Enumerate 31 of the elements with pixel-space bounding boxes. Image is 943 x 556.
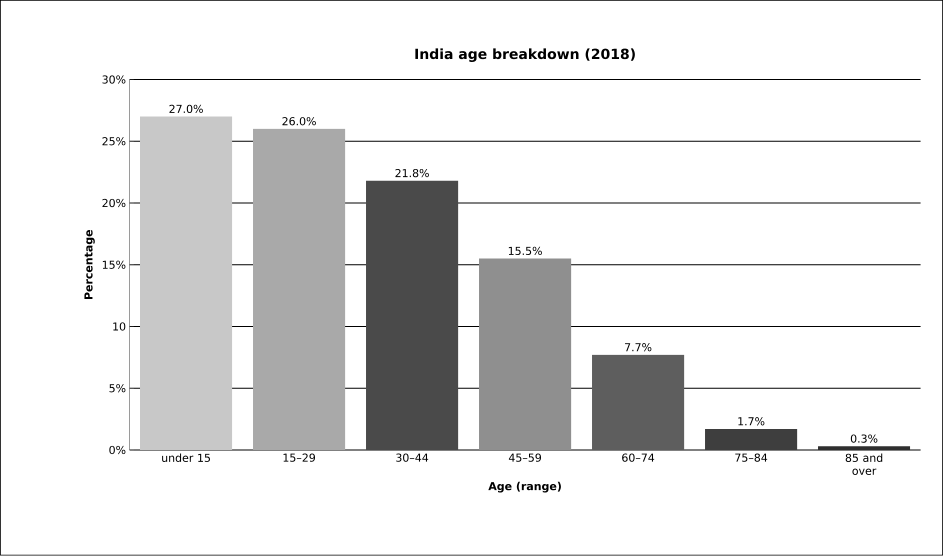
y-tick-label: 30% — [102, 76, 126, 84]
bar — [592, 355, 684, 450]
data-label: 1.7% — [738, 417, 764, 426]
bar — [705, 429, 798, 450]
data-label: 26.0% — [282, 117, 316, 126]
x-tick-label: 45–59 — [508, 454, 542, 462]
data-label: 27.0% — [169, 104, 203, 114]
x-tick-label: 30–44 — [396, 454, 428, 462]
data-label: 21.8% — [395, 169, 429, 178]
y-tick-label: 5% — [109, 384, 126, 393]
y-tick-label: 25% — [102, 137, 126, 146]
y-tick-label: 15% — [102, 260, 126, 270]
data-label: 7.7% — [625, 343, 652, 352]
x-tick-label: 85 and over — [846, 454, 882, 476]
bar — [366, 181, 458, 450]
x-tick-label: 60–74 — [622, 454, 654, 462]
x-tick-label: under 15 — [162, 454, 210, 462]
y-tick-label: 20% — [102, 199, 126, 208]
chart-title: India age breakdown (2018) — [415, 48, 635, 62]
y-tick-label: 10 — [113, 322, 126, 331]
bar — [253, 129, 346, 450]
x-axis-title: Age (range) — [488, 482, 561, 493]
y-axis-title: Percentage — [84, 230, 95, 300]
data-label: 0.3% — [850, 434, 878, 443]
x-tick-label: 15–29 — [284, 454, 315, 462]
data-label: 15.5% — [508, 246, 542, 256]
bar — [140, 116, 232, 450]
bar — [818, 446, 910, 450]
x-tick-label: 75–84 — [735, 454, 768, 462]
bar — [479, 258, 572, 450]
y-tick-label: 0% — [109, 446, 126, 454]
